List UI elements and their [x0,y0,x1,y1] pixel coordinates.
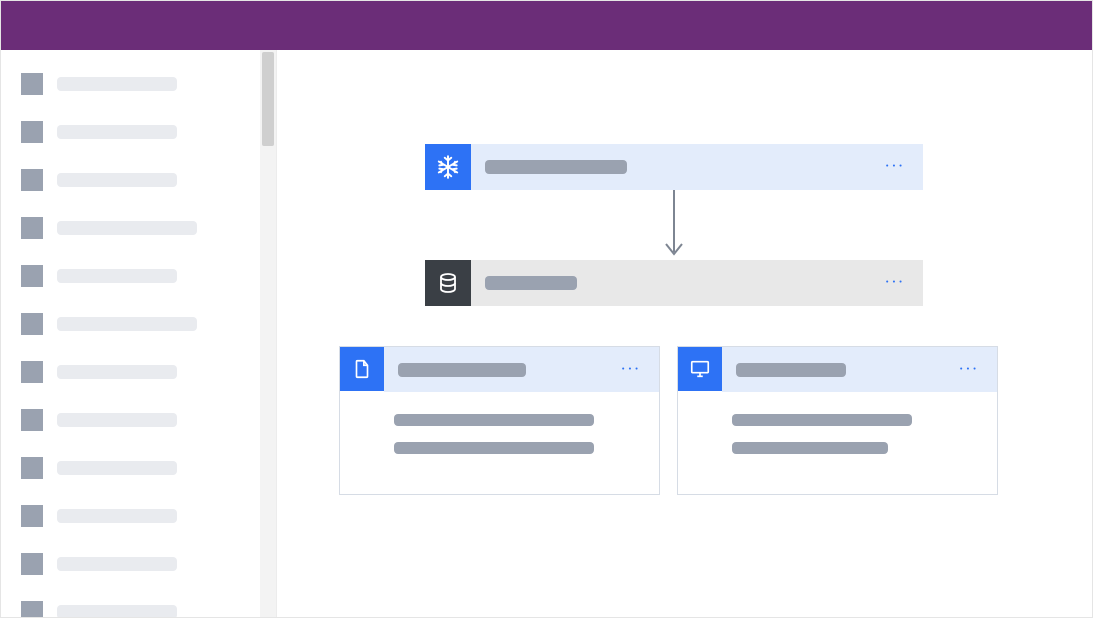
app-root: ··· ··· ··· ··· [0,0,1093,618]
sidebar-item-icon [21,169,43,191]
card-title [736,363,846,377]
card-content [678,392,997,482]
sidebar-item-icon [21,265,43,287]
sidebar-item-label [57,365,177,379]
node-title [485,160,627,174]
card-header: ··· [678,347,997,392]
sidebar-item-7[interactable] [1,396,261,444]
node-menu-button[interactable]: ··· [881,274,909,292]
card-line-0 [732,414,912,426]
sidebar-item-icon [21,217,43,239]
document-icon [340,347,384,391]
card-left[interactable]: ··· [339,346,660,495]
sidebar-item-9[interactable] [1,492,261,540]
node-transform[interactable]: ··· [425,260,923,306]
sidebar-item-label [57,173,177,187]
card-header-body: ··· [384,347,659,392]
sidebar-item-1[interactable] [1,108,261,156]
sidebar-item-label [57,77,177,91]
card-header: ··· [340,347,659,392]
sidebar-item-label [57,125,177,139]
card-line-1 [732,442,888,454]
snowflake-icon [425,144,471,190]
node-menu-button[interactable]: ··· [881,158,909,176]
card-line-1 [394,442,594,454]
sidebar-item-icon [21,601,43,617]
card-menu-button[interactable]: ··· [617,361,645,379]
sidebar-scrollbar-track[interactable] [260,50,276,617]
sidebar-item-2[interactable] [1,156,261,204]
sidebar-item-label [57,413,177,427]
sidebar-item-icon [21,73,43,95]
sidebar-item-0[interactable] [1,60,261,108]
node-body: ··· [471,144,923,190]
sidebar-item-label [57,317,197,331]
sidebar-item-5[interactable] [1,300,261,348]
database-icon [425,260,471,306]
card-content [340,392,659,482]
card-menu-button[interactable]: ··· [955,361,983,379]
node-title [485,276,577,290]
sidebar [1,50,261,617]
sidebar-container [1,50,277,617]
sidebar-item-icon [21,457,43,479]
sidebar-item-icon [21,505,43,527]
sidebar-item-6[interactable] [1,348,261,396]
sidebar-item-icon [21,409,43,431]
app-body: ··· ··· ··· ··· [1,50,1092,617]
sidebar-item-label [57,461,177,475]
flow-arrow [662,188,686,266]
sidebar-item-label [57,269,177,283]
node-source[interactable]: ··· [425,144,923,190]
sidebar-item-11[interactable] [1,588,261,617]
sidebar-item-label [57,509,177,523]
sidebar-item-label [57,557,177,571]
sidebar-item-icon [21,313,43,335]
sidebar-item-4[interactable] [1,252,261,300]
sidebar-item-icon [21,121,43,143]
card-title [398,363,526,377]
top-bar [1,1,1092,50]
card-line-0 [394,414,594,426]
monitor-icon [678,347,722,391]
sidebar-item-label [57,221,197,235]
card-header-body: ··· [722,347,997,392]
canvas[interactable]: ··· ··· ··· ··· [277,50,1092,617]
sidebar-item-10[interactable] [1,540,261,588]
sidebar-item-3[interactable] [1,204,261,252]
sidebar-item-label [57,605,177,617]
card-right[interactable]: ··· [677,346,998,495]
node-body: ··· [471,260,923,306]
sidebar-scrollbar-thumb[interactable] [262,52,274,146]
sidebar-item-icon [21,361,43,383]
sidebar-item-8[interactable] [1,444,261,492]
sidebar-item-icon [21,553,43,575]
